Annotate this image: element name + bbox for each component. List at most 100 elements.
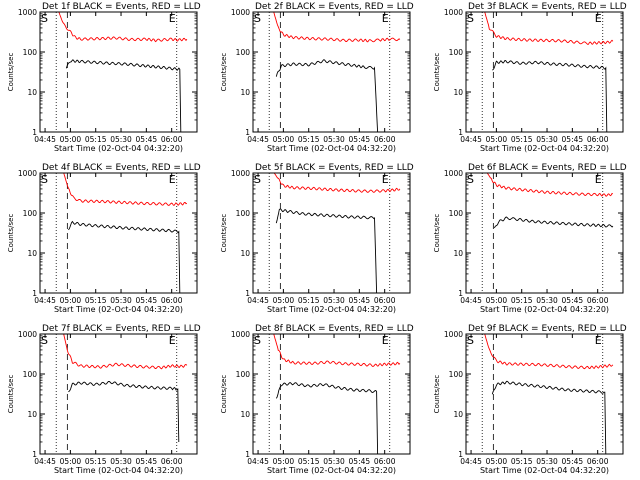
y-tick-label: 10 [27, 88, 37, 97]
x-tick-label: 05:30 [110, 296, 132, 305]
plot-frame [252, 11, 411, 133]
end-marker: E [169, 173, 176, 186]
x-tick-label: 04:45 [460, 296, 482, 305]
y-tick-label: 1000 [444, 330, 463, 339]
y-axis-label: Counts/sec [433, 53, 441, 92]
x-tick-label: 04:45 [460, 135, 482, 144]
x-tick-label: 05:45 [136, 457, 158, 466]
x-tick-label: 05:15 [511, 457, 533, 466]
y-tick-label: 1 [458, 289, 463, 298]
y-tick-label: 1 [458, 450, 463, 459]
end-marker: E [382, 12, 389, 25]
x-tick-label: 05:45 [136, 135, 158, 144]
y-tick-label: 100 [236, 209, 251, 218]
plot-frame [39, 172, 198, 294]
x-tick-label: 05:00 [273, 296, 295, 305]
x-axis-label: Start Time (02-Oct-04 04:32:20) [54, 466, 183, 475]
x-axis-label: Start Time (02-Oct-04 04:32:20) [480, 466, 609, 475]
x-tick-label: 05:00 [486, 296, 508, 305]
y-tick-label: 10 [453, 249, 463, 258]
y-tick-label: 10 [240, 410, 250, 419]
plot-frame [39, 11, 198, 133]
x-axis-label: Start Time (02-Oct-04 04:32:20) [480, 144, 609, 153]
x-tick-label: 05:30 [536, 135, 558, 144]
x-tick-label: 06:00 [587, 296, 609, 305]
start-marker: S [254, 12, 261, 25]
end-marker: E [382, 173, 389, 186]
end-marker: E [595, 12, 602, 25]
x-tick-label: 05:00 [486, 457, 508, 466]
x-tick-label: 05:15 [85, 296, 107, 305]
x-tick-label: 05:15 [85, 135, 107, 144]
y-tick-label: 1000 [231, 330, 250, 339]
y-axis-label: Counts/sec [433, 375, 441, 414]
lld-series-line [58, 12, 188, 43]
end-marker: E [382, 334, 389, 347]
x-tick-label: 06:00 [587, 457, 609, 466]
y-tick-label: 1 [32, 289, 37, 298]
plot-frame [465, 333, 624, 455]
events-series-line [494, 216, 614, 229]
y-tick-label: 100 [236, 48, 251, 57]
x-tick-label: 05:30 [536, 296, 558, 305]
x-tick-label: 04:45 [247, 296, 269, 305]
x-tick-label: 05:45 [562, 457, 584, 466]
plot-frame [465, 172, 624, 294]
y-tick-label: 10 [27, 410, 37, 419]
y-tick-label: 10 [27, 249, 37, 258]
x-axis-label: Start Time (02-Oct-04 04:32:20) [267, 305, 396, 314]
lld-series-line [484, 12, 614, 45]
x-tick-label: 05:30 [323, 457, 345, 466]
x-tick-label: 05:15 [298, 457, 320, 466]
lld-series-line [63, 173, 188, 206]
plot-frame [252, 172, 411, 294]
x-tick-label: 05:00 [60, 457, 82, 466]
x-tick-label: 05:45 [349, 135, 371, 144]
x-tick-label: 05:45 [562, 296, 584, 305]
y-tick-label: 1 [245, 128, 250, 137]
y-tick-label: 1000 [231, 8, 250, 17]
x-tick-label: 05:30 [110, 135, 132, 144]
x-tick-label: 04:45 [460, 457, 482, 466]
y-tick-label: 1000 [444, 8, 463, 17]
y-tick-label: 1 [32, 450, 37, 459]
x-axis-label: Start Time (02-Oct-04 04:32:20) [54, 144, 183, 153]
y-axis-label: Counts/sec [7, 214, 15, 253]
end-marker: E [595, 173, 602, 186]
start-marker: S [467, 173, 474, 186]
y-tick-label: 10 [453, 410, 463, 419]
x-tick-label: 05:30 [323, 135, 345, 144]
x-tick-label: 05:45 [349, 457, 371, 466]
y-tick-label: 1 [32, 128, 37, 137]
x-tick-label: 05:30 [110, 457, 132, 466]
x-tick-label: 05:15 [85, 457, 107, 466]
events-series-line [275, 208, 378, 293]
lld-series-line [484, 334, 614, 370]
plot-frame [252, 333, 411, 455]
start-marker: S [41, 12, 48, 25]
y-tick-label: 10 [453, 88, 463, 97]
events-series-line [275, 59, 379, 132]
x-tick-label: 05:15 [511, 135, 533, 144]
x-tick-label: 05:00 [486, 135, 508, 144]
y-tick-label: 100 [449, 48, 464, 57]
y-tick-label: 100 [23, 209, 38, 218]
x-tick-label: 04:45 [34, 457, 56, 466]
y-tick-label: 100 [449, 209, 464, 218]
lld-series-line [486, 173, 614, 197]
x-tick-label: 06:00 [161, 457, 183, 466]
y-tick-label: 100 [449, 370, 464, 379]
start-marker: S [467, 12, 474, 25]
lld-series-line [273, 12, 401, 43]
y-axis-label: Counts/sec [433, 214, 441, 253]
events-series-line [68, 220, 181, 293]
y-tick-label: 1000 [18, 169, 37, 178]
x-tick-label: 05:00 [60, 296, 82, 305]
panel-title: Det 5f BLACK = Events, RED = LLD [255, 163, 414, 173]
lld-series-line [273, 334, 401, 368]
x-tick-label: 06:00 [161, 296, 183, 305]
